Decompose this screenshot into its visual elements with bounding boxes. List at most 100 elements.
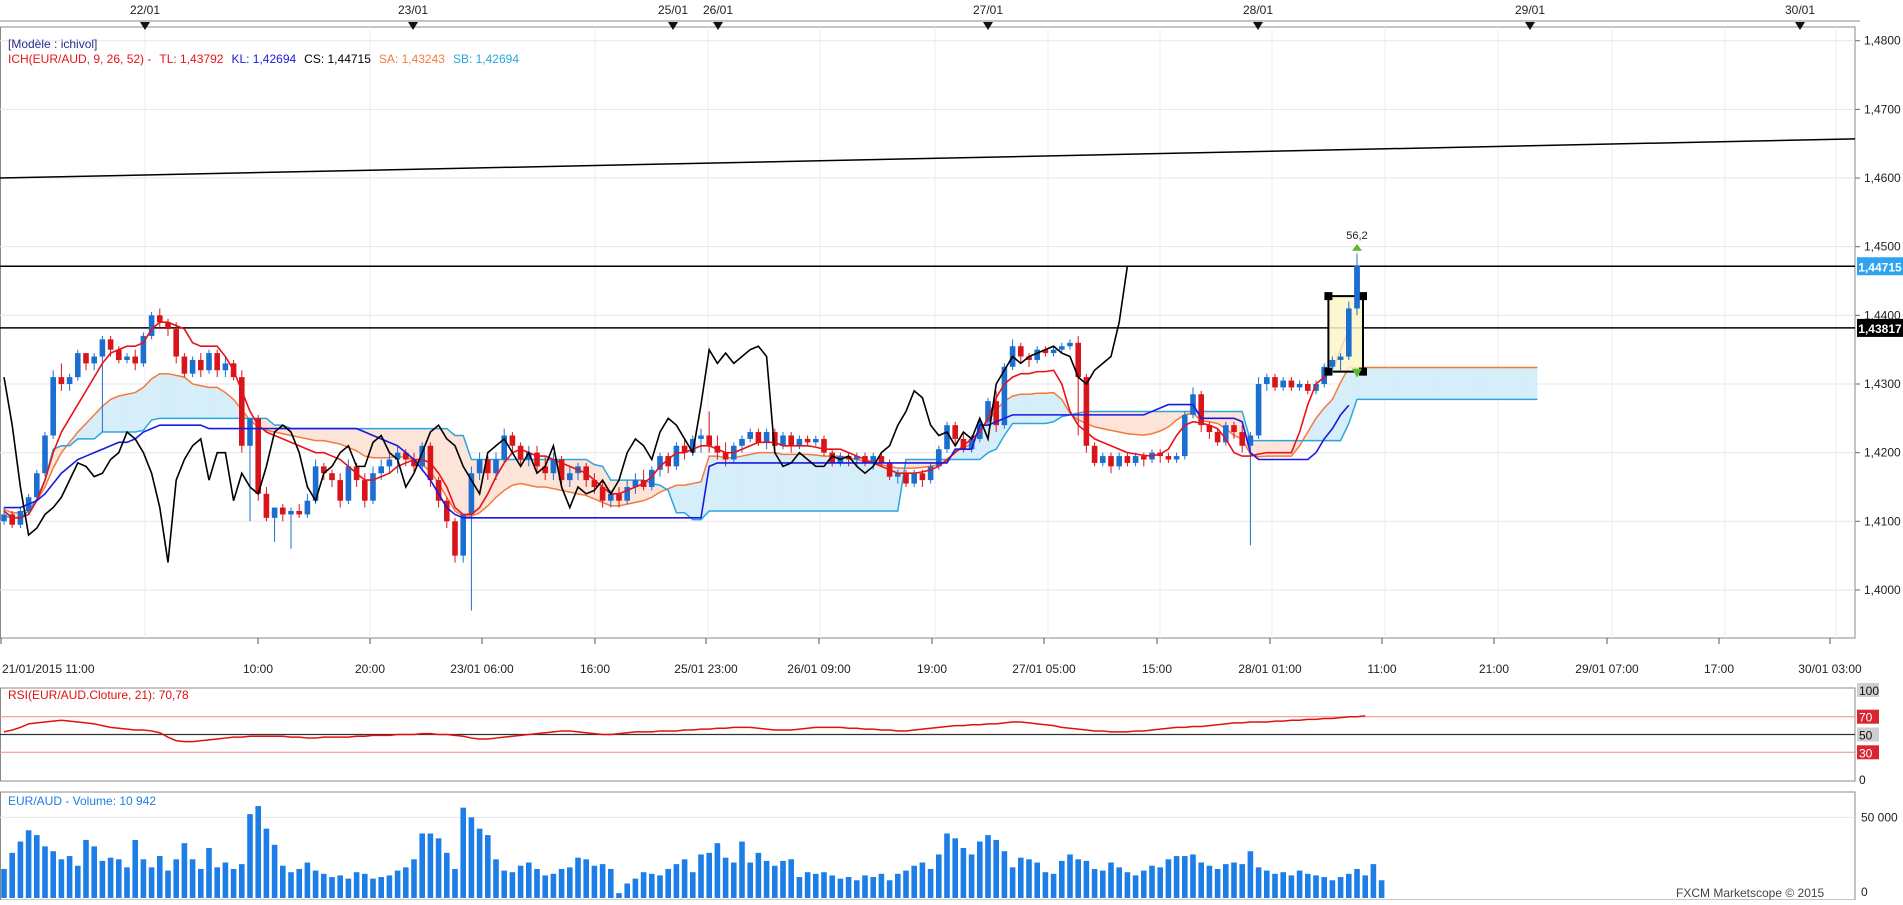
candle-body xyxy=(624,486,630,501)
volume-bar xyxy=(624,883,630,898)
volume-bar xyxy=(780,860,786,898)
cloud-segment xyxy=(1455,367,1464,400)
candle-body xyxy=(271,507,278,518)
volume-bar xyxy=(1116,867,1122,898)
volume-bar xyxy=(1313,875,1319,898)
cloud-segment xyxy=(1152,411,1161,434)
candle-body xyxy=(222,363,229,371)
volume-bar xyxy=(288,872,294,898)
volume-bar xyxy=(886,880,893,898)
volume-bar xyxy=(1370,864,1377,898)
volume-bar xyxy=(968,854,975,898)
candle-body xyxy=(386,459,393,467)
candle-body xyxy=(493,459,499,474)
cloud-segment xyxy=(725,457,734,511)
candle-body xyxy=(1116,456,1122,467)
volume-bar xyxy=(977,841,983,898)
candle-body xyxy=(960,438,967,450)
y-tick-label: 1,4400 xyxy=(1864,308,1901,322)
candle-body xyxy=(591,480,598,487)
selection-handle[interactable] xyxy=(1324,367,1333,376)
candle-body xyxy=(1214,432,1221,443)
volume-bar xyxy=(1050,873,1057,898)
volume-bar xyxy=(911,865,917,898)
volume-bar xyxy=(435,838,442,898)
candle-body xyxy=(706,435,712,446)
volume-bar xyxy=(1157,867,1163,898)
candle-body xyxy=(460,514,466,556)
volume-bar xyxy=(173,859,179,898)
candle-body xyxy=(83,353,89,364)
cloud-segment xyxy=(209,387,218,419)
top-date-label: 26/01 xyxy=(703,3,733,17)
volume-bar xyxy=(1280,872,1286,898)
volume-bar xyxy=(1239,864,1245,898)
cloud-segment xyxy=(848,457,857,511)
date-marker-icon xyxy=(668,22,678,30)
selection-handle[interactable] xyxy=(1324,292,1333,301)
cloud-segment xyxy=(1094,411,1103,429)
volume-bar xyxy=(755,852,762,898)
volume-bar xyxy=(1247,851,1254,898)
volume-bar xyxy=(862,875,868,898)
cloud-segment xyxy=(151,373,160,421)
cloud-segment xyxy=(323,428,332,443)
cloud-segment xyxy=(684,483,693,520)
cloud-segment xyxy=(315,428,324,441)
volume-bar xyxy=(1321,877,1327,898)
volume-bar xyxy=(386,875,393,898)
bottom-time-label: 15:00 xyxy=(1142,662,1172,676)
volume-bar xyxy=(804,872,811,898)
candle-body xyxy=(755,432,762,443)
volume-bar xyxy=(640,872,647,898)
volume-bar xyxy=(649,873,655,898)
cloud-segment xyxy=(742,454,751,511)
selection-handle[interactable] xyxy=(1359,292,1367,301)
candle-body xyxy=(140,335,147,364)
volume-bar xyxy=(944,833,950,898)
cloud-segment xyxy=(840,456,849,511)
candle-body xyxy=(394,452,401,460)
cloud-segment xyxy=(200,385,209,419)
volume-bar xyxy=(1354,868,1360,898)
legend-item: ICH(EUR/AUD, 9, 26, 52) - xyxy=(8,52,152,66)
volume-bar xyxy=(681,859,688,898)
volume-bar xyxy=(599,864,606,898)
volume-bar xyxy=(214,867,220,898)
candle-body xyxy=(1329,359,1336,367)
date-marker-icon xyxy=(983,22,993,30)
candle-body xyxy=(821,438,827,453)
cloud-segment xyxy=(717,456,726,511)
cloud-segment xyxy=(1430,367,1439,400)
candle-body xyxy=(509,435,516,446)
selection-handle[interactable] xyxy=(1359,367,1367,376)
volume-bar xyxy=(476,828,483,898)
cloud-segment xyxy=(1414,367,1423,400)
candle-body xyxy=(485,459,491,474)
candle-body xyxy=(1059,346,1065,350)
volume-bar xyxy=(1026,859,1032,898)
cloud-segment xyxy=(504,459,513,491)
candle-body xyxy=(337,480,343,501)
cloud-segment xyxy=(733,456,742,511)
candle-body xyxy=(1305,383,1311,391)
cloud-segment xyxy=(127,392,136,433)
candle-body xyxy=(165,322,171,330)
date-marker-icon xyxy=(713,22,723,30)
volume-bar xyxy=(1018,857,1024,898)
cloud-segment xyxy=(815,455,824,511)
cloud-segment xyxy=(758,452,767,511)
volume-bar xyxy=(99,860,106,898)
volume-bar xyxy=(75,865,81,898)
candle-body xyxy=(1100,456,1106,463)
volume-bar xyxy=(50,851,56,898)
candle-body xyxy=(1026,356,1032,360)
cloud-segment xyxy=(1012,394,1021,424)
volume-bar xyxy=(1362,875,1368,898)
box-label: 56,2 xyxy=(1346,230,1367,242)
volume-bar xyxy=(329,877,335,898)
candle-body xyxy=(42,435,48,474)
cloud-segment xyxy=(1447,367,1456,400)
date-marker-icon xyxy=(140,22,150,30)
candle-body xyxy=(985,401,991,422)
